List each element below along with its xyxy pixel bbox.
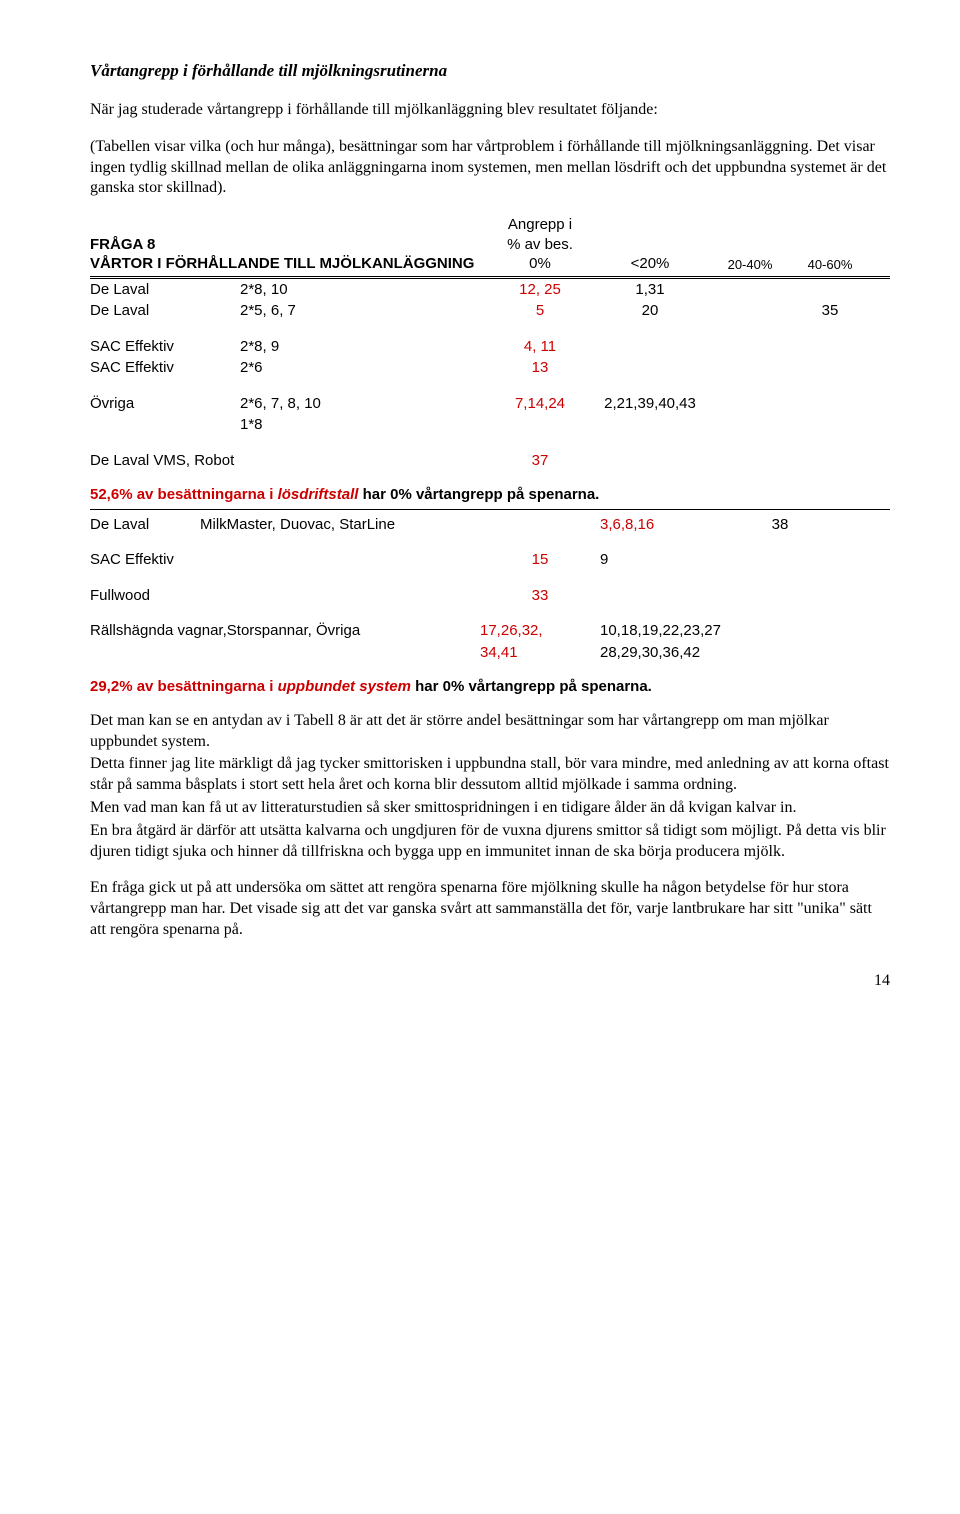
- mid-pre: 52,6% av besättningarna i: [90, 486, 278, 503]
- cell: 7,14,24: [480, 394, 600, 414]
- subtitle-label: VÅRTOR I FÖRHÅLLANDE TILL MJÖLKANLÄGGNIN…: [90, 254, 480, 274]
- h2040-label: 20-40%: [700, 257, 800, 274]
- cell: [700, 415, 800, 435]
- cell: [700, 301, 800, 321]
- cell: [90, 643, 480, 663]
- cell: 1,31: [600, 280, 700, 300]
- body-paragraph: En fråga gick ut på att undersöka om sät…: [90, 878, 890, 940]
- h20-label: <20%: [600, 254, 700, 274]
- cell: 2*8, 10: [240, 280, 480, 300]
- bot-post: har 0% vårtangrepp på spenarna.: [411, 678, 652, 695]
- table-row: 34,41 28,29,30,36,42: [90, 642, 890, 664]
- cell: 9: [600, 550, 750, 570]
- cell: [600, 415, 700, 435]
- bottom-conclusion: 29,2% av besättningarna i uppbundet syst…: [90, 677, 890, 697]
- cell: 12, 25: [480, 280, 600, 300]
- cell: 2*6: [240, 358, 480, 378]
- table-row: De Laval 2*8, 10 12, 25 1,31: [90, 279, 890, 301]
- table-header-row: FRÅGA 8 VÅRTOR I FÖRHÅLLANDE TILL MJÖLKA…: [90, 215, 890, 279]
- cell: De Laval VMS, Robot: [90, 451, 480, 471]
- cell: 28,29,30,36,42: [600, 643, 750, 663]
- body-paragraph: Det man kan se en antydan av i Tabell 8 …: [90, 711, 890, 753]
- cell: 20: [600, 301, 700, 321]
- table-row: De Laval MilkMaster, Duovac, StarLine 3,…: [90, 514, 890, 536]
- cell: Övriga: [90, 394, 240, 414]
- section-heading: Vårtangrepp i förhållande till mjölkning…: [90, 60, 890, 82]
- cell: [700, 451, 800, 471]
- cell: 5: [480, 301, 600, 321]
- cell: [800, 280, 860, 300]
- table-row: 1*8: [90, 414, 890, 436]
- cell: 2*8, 9: [240, 337, 480, 357]
- mid-em: lösdriftstall: [278, 486, 359, 503]
- h0-label: 0%: [480, 254, 600, 274]
- cell: [700, 280, 800, 300]
- fraga-label: FRÅGA 8: [90, 235, 480, 255]
- cell: 17,26,32,: [480, 621, 600, 641]
- table-row: SAC Effektiv 2*6 13: [90, 357, 890, 379]
- bot-em: uppbundet system: [278, 678, 411, 695]
- cell: [800, 451, 860, 471]
- body-paragraph: Men vad man kan få ut av litteraturstudi…: [90, 798, 890, 819]
- cell: 37: [480, 451, 600, 471]
- table-row: SAC Effektiv 2*8, 9 4, 11: [90, 336, 890, 358]
- bot-pre: 29,2% av besättningarna i: [90, 678, 278, 695]
- cell: [700, 394, 800, 414]
- cell: De Laval: [90, 515, 200, 535]
- cell: [800, 415, 860, 435]
- cell: [800, 394, 860, 414]
- table-row: Rällshägnda vagnar,Storspannar, Övriga 1…: [90, 620, 890, 642]
- cell: [480, 515, 600, 535]
- table-row: SAC Effektiv 15 9: [90, 549, 890, 571]
- cell: 15: [480, 550, 600, 570]
- cell: [700, 337, 800, 357]
- cell: De Laval: [90, 280, 240, 300]
- cell: SAC Effektiv: [90, 337, 240, 357]
- table-row: De Laval VMS, Robot 37: [90, 450, 890, 472]
- h4060-label: 40-60%: [800, 257, 860, 274]
- cell: 2*6, 7, 8, 10: [240, 394, 480, 414]
- table-row: Fullwood 33: [90, 585, 890, 607]
- cell: [600, 337, 700, 357]
- cell: [480, 415, 600, 435]
- cell: 1*8: [240, 415, 480, 435]
- angrepp-label: Angrepp i: [480, 215, 600, 235]
- table-row: De Laval 2*5, 6, 7 5 20 35: [90, 300, 890, 322]
- mid-post: har 0% vårtangrepp på spenarna.: [358, 486, 599, 503]
- cell: [700, 358, 800, 378]
- cell: 35: [800, 301, 860, 321]
- cell: 3,6,8,16: [600, 515, 750, 535]
- intro-paragraph-2: (Tabellen visar vilka (och hur många), b…: [90, 137, 890, 199]
- page-number: 14: [90, 971, 890, 992]
- mid-conclusion: 52,6% av besättningarna i lösdriftstall …: [90, 485, 890, 505]
- intro-paragraph-1: När jag studerade vårtangrepp i förhålla…: [90, 100, 890, 121]
- cell: 2,21,39,40,43: [600, 394, 700, 414]
- cell: [600, 358, 700, 378]
- cell: 10,18,19,22,23,27: [600, 621, 750, 641]
- cell: Fullwood: [90, 586, 480, 606]
- cell: MilkMaster, Duovac, StarLine: [200, 515, 480, 535]
- cell: [600, 451, 700, 471]
- cell: [800, 358, 860, 378]
- cell: SAC Effektiv: [90, 550, 480, 570]
- cell: 13: [480, 358, 600, 378]
- cell: [800, 337, 860, 357]
- body-paragraph: En bra åtgärd är därför att utsätta kalv…: [90, 821, 890, 863]
- cell: Rällshägnda vagnar,Storspannar, Övriga: [90, 621, 480, 641]
- cell: 4, 11: [480, 337, 600, 357]
- cell: De Laval: [90, 301, 240, 321]
- pctavbes-label: % av bes.: [480, 235, 600, 255]
- cell: 2*5, 6, 7: [240, 301, 480, 321]
- body-paragraph: Detta finner jag lite märkligt då jag ty…: [90, 754, 890, 796]
- cell: 34,41: [480, 643, 600, 663]
- cell: 38: [750, 515, 810, 535]
- data-table: FRÅGA 8 VÅRTOR I FÖRHÅLLANDE TILL MJÖLKA…: [90, 215, 890, 697]
- cell: [90, 415, 240, 435]
- cell: SAC Effektiv: [90, 358, 240, 378]
- divider: [90, 509, 890, 510]
- table-row: Övriga 2*6, 7, 8, 10 7,14,24 2,21,39,40,…: [90, 393, 890, 415]
- cell: 33: [480, 586, 600, 606]
